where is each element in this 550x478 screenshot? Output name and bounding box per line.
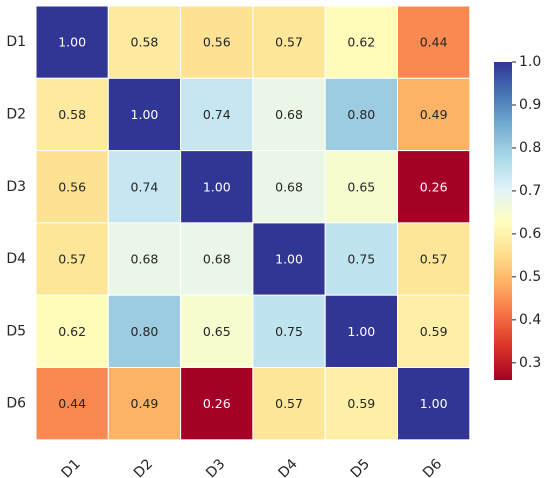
heatmap-cell-label: 0.68 bbox=[275, 179, 303, 194]
heatmap-cell-label: 0.65 bbox=[347, 179, 375, 194]
heatmap-cell-D5-D3 bbox=[180, 294, 254, 369]
heatmap-cell-label: 0.68 bbox=[203, 252, 231, 267]
heatmap-cell-label: 1.00 bbox=[58, 35, 86, 50]
heatmap-cell-D6-D6 bbox=[397, 367, 471, 441]
heatmap-cell-D1-D2 bbox=[107, 5, 182, 79]
heatmap-cell-label: 0.26 bbox=[420, 179, 448, 194]
x-tick-label: D1 bbox=[59, 456, 84, 478]
heatmap-cell-label: 1.00 bbox=[203, 179, 231, 194]
heatmap-cell-label: 0.49 bbox=[131, 396, 159, 411]
heatmap-cell-D3-D4 bbox=[252, 150, 326, 224]
heatmap-cell-D4-D6 bbox=[397, 222, 471, 296]
heatmap-cell-label: 0.44 bbox=[420, 35, 448, 50]
y-tick-label: D3 bbox=[6, 179, 26, 195]
x-tick-label: D4 bbox=[275, 456, 300, 478]
heatmap-cell-label: 0.57 bbox=[275, 396, 303, 411]
heatmap-cell-label: 0.74 bbox=[131, 179, 159, 194]
heatmap-cell-label: 0.56 bbox=[203, 35, 231, 50]
x-tick-label: D5 bbox=[348, 456, 373, 478]
y-tick-label: D2 bbox=[6, 106, 26, 122]
heatmap-cell-label: 1.00 bbox=[131, 107, 159, 122]
colorbar-tick-label: 0.3 bbox=[519, 355, 541, 371]
heatmap-cell-label: 0.75 bbox=[347, 252, 375, 267]
heatmap-cell-D1-D1 bbox=[35, 5, 109, 79]
colorbar-gradient bbox=[494, 62, 512, 380]
heatmap-cell-label: 0.80 bbox=[347, 107, 375, 122]
heatmap-cell-label: 0.44 bbox=[58, 396, 86, 411]
heatmap-cell-label: 0.57 bbox=[58, 252, 86, 267]
heatmap-cell-D4-D3 bbox=[180, 222, 254, 296]
heatmap-cell-D2-D6 bbox=[397, 77, 471, 152]
x-tick-label: D2 bbox=[131, 456, 156, 478]
heatmap-cell-D4-D4 bbox=[252, 222, 326, 296]
heatmap-cell-D6-D5 bbox=[324, 367, 399, 441]
y-tick-labels: D1 D2 D3 D4 D5 D6 bbox=[6, 34, 26, 412]
heatmap-cell-label: 0.59 bbox=[347, 396, 375, 411]
heatmap-cell-label: 0.75 bbox=[275, 324, 303, 339]
y-tick-label: D6 bbox=[6, 396, 26, 412]
heatmap-cell-label: 0.62 bbox=[58, 324, 86, 339]
heatmap-cell-label: 0.49 bbox=[420, 107, 448, 122]
heatmap-cell-label: 0.58 bbox=[58, 107, 86, 122]
heatmap-cell-label: 0.68 bbox=[131, 252, 159, 267]
heatmap-cell-D4-D5 bbox=[324, 222, 399, 296]
heatmap-cell-D3-D6 bbox=[397, 150, 471, 224]
heatmap-cells bbox=[35, 5, 471, 441]
colorbar-tick-label: 0.4 bbox=[519, 312, 541, 328]
heatmap-cell-D5-D5 bbox=[324, 294, 399, 369]
heatmap-cell-label: 0.26 bbox=[203, 396, 231, 411]
colorbar-tick-label: 0.5 bbox=[519, 269, 541, 285]
heatmap-cell-D4-D2 bbox=[107, 222, 182, 296]
heatmap-cell-D2-D4 bbox=[252, 77, 326, 152]
heatmap-cell-label: 0.57 bbox=[275, 35, 303, 50]
heatmap-cell-label: 0.56 bbox=[58, 179, 86, 194]
x-tick-labels: D1 D2 D3 D4 D5 D6 bbox=[59, 456, 446, 478]
heatmap-cell-D1-D3 bbox=[180, 5, 254, 79]
heatmap-cell-label: 0.68 bbox=[275, 107, 303, 122]
heatmap-cell-D6-D4 bbox=[252, 367, 326, 441]
heatmap-cell-label: 0.57 bbox=[420, 252, 448, 267]
heatmap-cell-label: 1.00 bbox=[275, 252, 303, 267]
heatmap-cell-label: 0.74 bbox=[203, 107, 231, 122]
y-tick-label: D1 bbox=[6, 34, 26, 50]
heatmap-cell-label: 0.59 bbox=[420, 324, 448, 339]
heatmap-cell-label: 1.00 bbox=[347, 324, 375, 339]
heatmap-cell-D1-D6 bbox=[397, 5, 471, 79]
heatmap-cell-D6-D1 bbox=[35, 367, 109, 441]
heatmap-cell-label: 0.62 bbox=[347, 35, 375, 50]
colorbar-tick-label: 0.6 bbox=[519, 226, 541, 242]
heatmap-cell-D1-D4 bbox=[252, 5, 326, 79]
x-tick-label: D3 bbox=[203, 456, 228, 478]
colorbar-tick-label: 0.8 bbox=[519, 140, 541, 156]
colorbar-tick-label: 0.9 bbox=[519, 97, 541, 113]
heatmap-cell-D5-D4 bbox=[252, 294, 326, 369]
heatmap-cell-D2-D2 bbox=[107, 77, 182, 152]
heatmap-cell-D3-D5 bbox=[324, 150, 399, 224]
heatmap-cell-D5-D6 bbox=[397, 294, 471, 369]
heatmap-cell-label: 0.80 bbox=[131, 324, 159, 339]
heatmap-cell-label: 1.00 bbox=[420, 396, 448, 411]
heatmap-cell-label: 0.65 bbox=[203, 324, 231, 339]
heatmap-cell-labels: 1.00 0.58 0.56 0.57 0.62 0.44 0.58 1.00 0.74 0.68… bbox=[58, 35, 448, 411]
y-tick-label: D4 bbox=[6, 251, 26, 267]
x-tick-label: D6 bbox=[420, 456, 445, 478]
heatmap-cell-D5-D1 bbox=[35, 294, 109, 369]
colorbar-tick-label: 1.0 bbox=[519, 54, 541, 70]
colorbar-tick-label: 0.7 bbox=[519, 183, 541, 199]
colorbar: 0.3 0.4 0.5 0.6 0.7 0.8 0.9 1.0 bbox=[494, 54, 541, 380]
heatmap-cell-D4-D1 bbox=[35, 222, 109, 296]
heatmap-cell-label: 0.58 bbox=[131, 35, 159, 50]
y-tick-label: D5 bbox=[6, 323, 26, 339]
heatmap-cell-D3-D2 bbox=[107, 150, 182, 224]
